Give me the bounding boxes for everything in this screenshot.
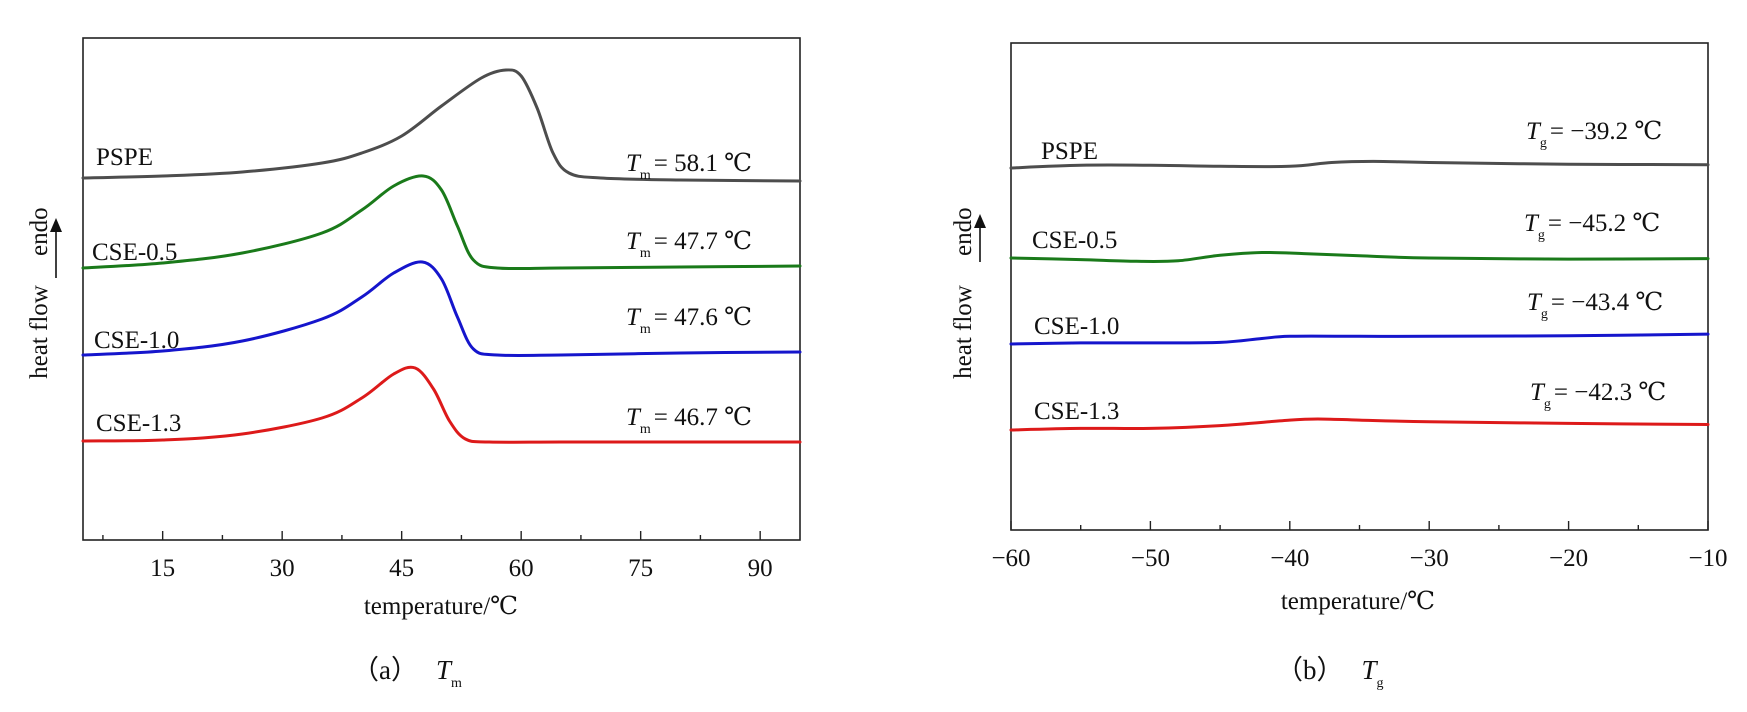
series-line-cse13-b — [1009, 417, 1710, 432]
curves-b — [1009, 159, 1710, 432]
series-line-cse10-a — [81, 260, 802, 358]
endo-arrow-a — [50, 218, 62, 278]
annotation-cse10-b: Tg = −43.4 ℃ — [1527, 289, 1663, 322]
series-label-pspe-a: PSPE — [96, 144, 153, 171]
x-tick-label-b: −20 — [1549, 545, 1588, 572]
chart-panel-tm: 15 30 45 60 75 90 PSPE CSE-0.5 CSE-1.0 CSE-1.… — [26, 37, 802, 691]
series-line-cse05-b — [1009, 250, 1710, 263]
x-tick-label-a: 60 — [509, 555, 534, 582]
x-tick-label-b: −50 — [1131, 545, 1170, 572]
series-label-cse13-a: CSE-1.3 — [96, 410, 181, 437]
x-tick-label-b: −10 — [1688, 545, 1727, 572]
series-line-pspe-a — [81, 68, 802, 183]
y-axis-text-a: heat flow — [26, 285, 53, 379]
x-tick-label-b: −40 — [1270, 545, 1309, 572]
x-tick-label-a: 75 — [628, 555, 653, 582]
plot-frame-a — [82, 37, 801, 541]
x-axis-label-a: temperature/℃ — [364, 593, 518, 620]
x-ticks-a: 15 30 45 60 75 90 — [102, 531, 773, 582]
annotation-pspe-a: Tm = 58.1 ℃ — [626, 150, 752, 183]
series-label-cse13-b: CSE-1.3 — [1034, 398, 1119, 425]
series-label-cse10-b: CSE-1.0 — [1034, 313, 1119, 340]
chart-panel-tg: −60 −50 −40 −30 −20 −10 PSPE CSE-0.5 CSE-1.0 … — [950, 42, 1728, 691]
x-tick-label-b: −30 — [1410, 545, 1449, 572]
series-label-cse05-a: CSE-0.5 — [92, 239, 177, 266]
y-axis-text-b: heat flow — [950, 285, 977, 379]
y-axis-label-b: heat flow endo — [950, 207, 977, 378]
series-line-cse05-a — [81, 174, 802, 271]
plot-frame-b — [1010, 42, 1709, 531]
x-tick-label-a: 90 — [748, 555, 773, 582]
annotation-cse13-b: Tg = −42.3 ℃ — [1530, 379, 1666, 412]
x-tick-label-b: −60 — [991, 545, 1030, 572]
x-tick-label-a: 45 — [389, 555, 414, 582]
annotation-cse05-b: Tg = −45.2 ℃ — [1524, 210, 1660, 243]
annotation-cse13-a: Tm = 46.7 ℃ — [626, 404, 752, 437]
x-ticks-b: −60 −50 −40 −30 −20 −10 — [991, 521, 1728, 572]
series-label-pspe-b: PSPE — [1041, 138, 1098, 165]
x-tick-label-a: 30 — [270, 555, 295, 582]
x-axis-label-b: temperature/℃ — [1281, 588, 1435, 615]
endo-arrow-b — [974, 214, 986, 262]
series-label-cse10-a: CSE-1.0 — [94, 327, 179, 354]
x-tick-label-a: 15 — [150, 555, 175, 582]
caption-a: （a） Tm — [352, 655, 462, 691]
annotation-cse05-a: Tm = 47.7 ℃ — [626, 228, 752, 261]
series-label-cse05-b: CSE-0.5 — [1032, 227, 1117, 254]
caption-b: （b） Tg — [1276, 655, 1384, 691]
y-axis-label-a: heat flow endo — [26, 207, 53, 378]
curves-a — [81, 68, 802, 444]
annotation-pspe-b: Tg = −39.2 ℃ — [1526, 118, 1662, 151]
y-axis-endo-a: endo — [26, 207, 53, 256]
series-line-cse10-b — [1009, 332, 1710, 346]
series-line-cse13-a — [81, 365, 802, 444]
series-line-pspe-b — [1009, 159, 1710, 170]
annotation-cse10-a: Tm = 47.6 ℃ — [626, 304, 752, 337]
y-axis-endo-b: endo — [950, 207, 977, 256]
